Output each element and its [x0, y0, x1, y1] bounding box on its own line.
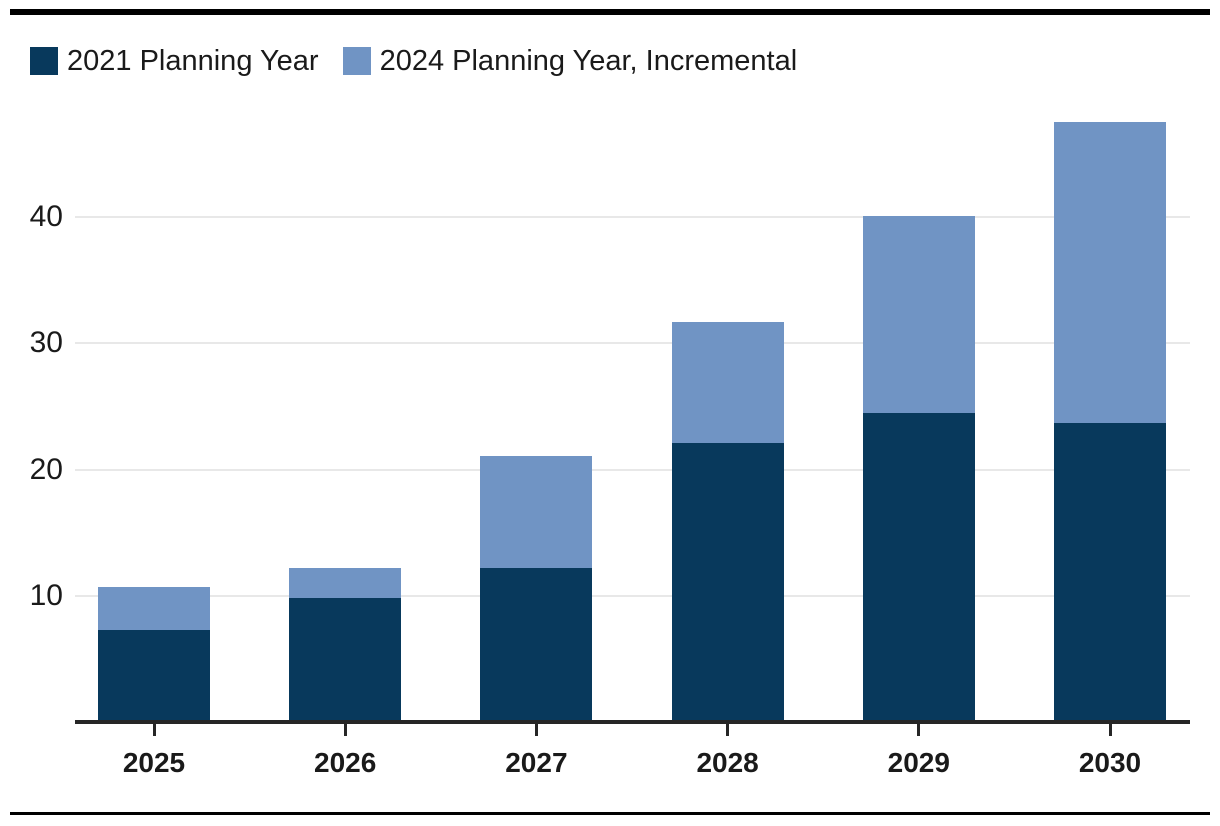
x-axis-tick: [1108, 724, 1112, 736]
legend-swatch-icon: [342, 47, 371, 75]
x-axis-tick-label: 2030: [1078, 747, 1142, 778]
bar-stack-2030: [1054, 122, 1166, 722]
gridline-30: [75, 342, 1190, 345]
x-axis-tick: [534, 724, 538, 736]
gridline-40: [75, 216, 1190, 218]
x-axis-tick: [152, 724, 156, 736]
bar-segment-2025-series-1: [98, 586, 210, 630]
bar-segment-2029-series-0: [862, 412, 975, 722]
x-axis-tick: [917, 724, 921, 736]
plot-area: 10 20 30 40 2025 2026 2027 2028 2029 2030: [30, 110, 1190, 778]
bar-segment-2027-series-0: [480, 567, 593, 722]
bar-segment-2025-series-0: [98, 629, 210, 722]
bar-segment-2028-series-0: [671, 443, 784, 722]
legend-swatch-icon: [30, 47, 58, 75]
bar-segment-2026-series-0: [289, 598, 402, 722]
x-axis-tick-label: 2028: [696, 747, 759, 778]
top-border-rule: [10, 9, 1210, 15]
bottom-border-rule: [10, 812, 1210, 815]
y-axis-tick-label: 40: [29, 200, 63, 233]
gridline-20: [75, 468, 1190, 471]
bar-segment-2030-series-1: [1054, 122, 1166, 423]
y-axis-tick-label: 10: [29, 578, 63, 612]
x-axis-tick: [343, 724, 347, 736]
bar-segment-2028-series-1: [671, 321, 784, 443]
bar-stack-2029: [862, 215, 975, 722]
legend-item-1: 2024 Planning Year, Incremental: [342, 45, 798, 77]
x-axis-tick-label: 2026: [314, 747, 377, 778]
bar-stack-2025: [98, 586, 210, 722]
bar-stack-2026: [289, 567, 402, 722]
bar-stack-2028: [671, 321, 784, 722]
bar-stack-2027: [480, 455, 593, 722]
x-axis-tick-label: 2029: [887, 747, 950, 778]
bar-segment-2027-series-1: [480, 455, 593, 568]
x-axis-tick-label: 2027: [505, 747, 568, 778]
legend-label: 2021 Planning Year: [67, 45, 319, 77]
bar-segment-2029-series-1: [862, 215, 975, 413]
bar-segment-2030-series-0: [1054, 422, 1166, 722]
y-axis-tick-label: 20: [29, 452, 63, 486]
x-axis-tick-label: 2025: [122, 747, 186, 778]
x-axis-tick: [726, 724, 730, 736]
y-axis-tick-label: 30: [29, 326, 63, 360]
gridline-10: [75, 594, 1190, 597]
legend-item-0: 2021 Planning Year: [30, 46, 319, 76]
chart-legend: 2021 Planning Year 2024 Planning Year, In…: [30, 46, 797, 76]
bar-segment-2026-series-1: [289, 567, 402, 599]
legend-label: 2024 Planning Year, Incremental: [379, 45, 798, 77]
x-axis-line: [75, 720, 1190, 724]
